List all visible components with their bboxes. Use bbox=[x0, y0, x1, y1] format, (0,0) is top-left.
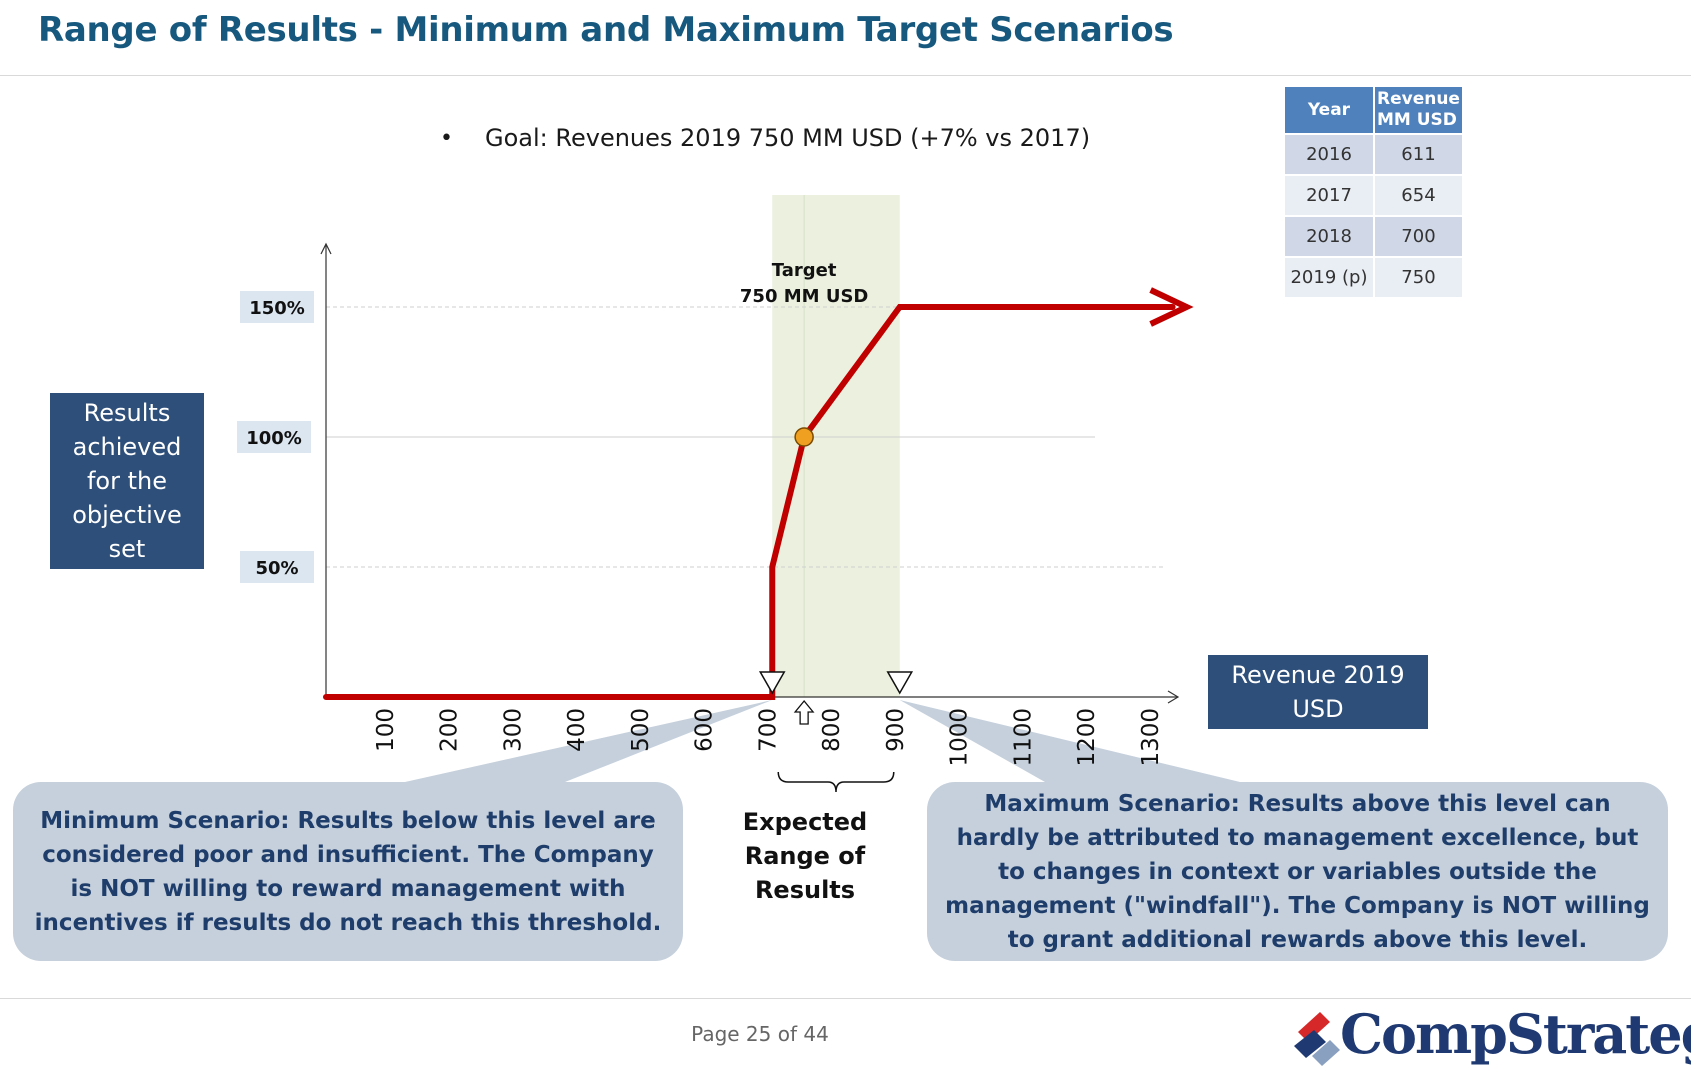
x-tick-label: 1100 bbox=[1010, 708, 1036, 767]
x-tick-label: 1000 bbox=[947, 708, 973, 767]
year-cell: 2016 bbox=[1285, 135, 1373, 174]
results-curve bbox=[323, 304, 1176, 700]
revenue-cell: 750 bbox=[1375, 258, 1462, 297]
x-tick-label: 800 bbox=[819, 708, 845, 752]
max-callout-pointer bbox=[899, 700, 1240, 782]
year-cell: 2018 bbox=[1285, 217, 1373, 256]
maximum-scenario-callout: Maximum Scenario: Results above this lev… bbox=[927, 782, 1668, 961]
x-tick-label: 300 bbox=[500, 708, 526, 752]
expected-range-brace bbox=[777, 771, 895, 793]
target-point bbox=[794, 427, 814, 447]
y-tick-label: 100% bbox=[246, 428, 302, 449]
x-tick-label: 1300 bbox=[1138, 708, 1164, 767]
revenue-cell: 700 bbox=[1375, 217, 1462, 256]
y-tick-label: 150% bbox=[249, 298, 305, 319]
revenue-cell: 611 bbox=[1375, 135, 1462, 174]
x-tick-label: 100 bbox=[373, 708, 399, 752]
table-row: 2016 611 bbox=[1285, 135, 1462, 174]
company-logo: CompStrategy bbox=[1290, 1000, 1691, 1070]
y-tick-label: 50% bbox=[255, 558, 298, 579]
y-tick-label-box bbox=[240, 291, 314, 323]
x-tick-label: 500 bbox=[628, 708, 654, 752]
year-header: Year bbox=[1285, 87, 1373, 133]
table-row: 2019 (p) 750 bbox=[1285, 258, 1462, 297]
x-tick-label: 200 bbox=[437, 708, 463, 752]
target-up-arrow-icon bbox=[793, 699, 815, 725]
x-axis-arrow bbox=[1167, 690, 1180, 704]
x-tick-label: 700 bbox=[755, 708, 781, 752]
y-tick-label-box bbox=[240, 551, 314, 583]
x-tick-label: 1200 bbox=[1074, 708, 1100, 767]
revenue-header: Revenue MM USD bbox=[1375, 87, 1462, 133]
target-label: Target bbox=[772, 260, 837, 281]
range-marker-triangle-icon bbox=[886, 671, 914, 695]
year-cell: 2019 (p) bbox=[1285, 258, 1373, 297]
y-axis-label-box: Results achieved for the objective set bbox=[50, 393, 204, 569]
logo-mark-icon bbox=[1294, 1012, 1340, 1066]
x-tick-label: 900 bbox=[883, 708, 909, 752]
min-callout-pointer bbox=[405, 700, 773, 782]
goal-bullet: • bbox=[440, 126, 453, 151]
y-axis-label: Results achieved for the objective set bbox=[72, 399, 182, 563]
target-value-label: 750 MM USD bbox=[740, 286, 868, 307]
revenue-table: Year Revenue MM USD 2016 611 2017 654 20… bbox=[1283, 85, 1464, 299]
year-cell: 2017 bbox=[1285, 176, 1373, 215]
table-row: 2018 700 bbox=[1285, 217, 1462, 256]
minimum-scenario-text: Minimum Scenario: Results below this lev… bbox=[34, 807, 662, 936]
header-divider bbox=[0, 75, 1691, 76]
x-tick-label: 400 bbox=[564, 708, 590, 752]
logo-text: CompStrategy bbox=[1340, 1002, 1691, 1066]
page-number: Page 25 of 44 bbox=[691, 1022, 829, 1046]
minimum-scenario-callout: Minimum Scenario: Results below this lev… bbox=[13, 782, 683, 961]
revenue-table-header: Year Revenue MM USD bbox=[1285, 87, 1462, 133]
x-tick-label: 600 bbox=[692, 708, 718, 752]
goal-text: Goal: Revenues 2019 750 MM USD (+7% vs 2… bbox=[485, 124, 1091, 152]
y-axis-arrow bbox=[320, 242, 332, 255]
x-axis-label-box: Revenue 2019 USD bbox=[1208, 655, 1428, 729]
y-tick-label-box bbox=[237, 421, 311, 453]
revenue-cell: 654 bbox=[1375, 176, 1462, 215]
footer-divider bbox=[0, 998, 1691, 999]
curve-arrowhead bbox=[1149, 287, 1194, 327]
x-axis-label: Revenue 2019 USD bbox=[1231, 661, 1405, 723]
page-title: Range of Results - Minimum and Maximum T… bbox=[38, 10, 1174, 50]
expected-range-band bbox=[772, 195, 900, 697]
maximum-scenario-text: Maximum Scenario: Results above this lev… bbox=[945, 790, 1650, 953]
table-row: 2017 654 bbox=[1285, 176, 1462, 215]
range-marker-triangle-icon bbox=[758, 671, 786, 695]
expected-range-label: Expected Range of Results bbox=[742, 808, 868, 904]
